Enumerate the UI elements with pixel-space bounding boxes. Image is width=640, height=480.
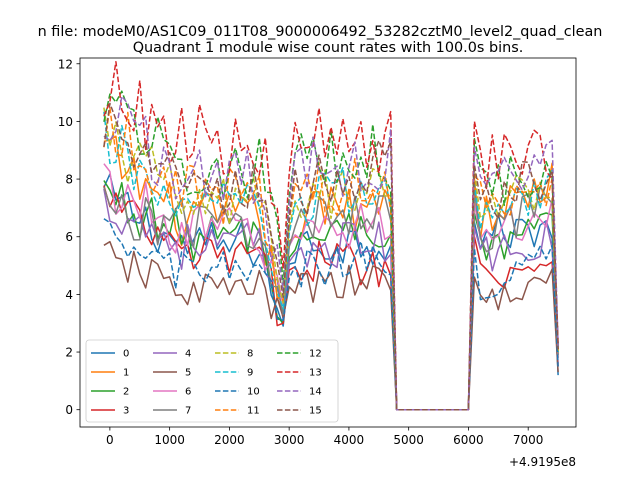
series-line-15 xyxy=(103,102,559,411)
series-line-6 xyxy=(103,163,559,411)
x-tick-label: 5000 xyxy=(393,433,424,447)
legend-label-14: 14 xyxy=(309,387,322,398)
legend-label-3: 3 xyxy=(123,406,129,417)
series-line-11 xyxy=(103,107,559,411)
y-tick-label: 4 xyxy=(65,288,73,302)
series-line-7 xyxy=(103,185,559,411)
figure-suptitle: n file: modeM0/AS1C09_011T08_9000006492_… xyxy=(38,24,603,40)
x-tick-label: 3000 xyxy=(274,433,305,447)
legend-label-11: 11 xyxy=(247,406,260,417)
legend-frame xyxy=(85,339,339,423)
series-line-1 xyxy=(103,135,559,411)
x-tick-label: 6000 xyxy=(453,433,484,447)
y-tick-label: 8 xyxy=(65,173,73,187)
series-line-5 xyxy=(103,240,559,411)
x-tick-label: 1000 xyxy=(154,433,185,447)
series-line-9 xyxy=(103,111,559,411)
x-tick-label: 2000 xyxy=(214,433,245,447)
y-axis: 0 2 4 6 8 10 12 xyxy=(58,57,80,417)
legend-label-15: 15 xyxy=(309,406,322,417)
y-tick-label: 0 xyxy=(65,403,73,417)
legend-label-10: 10 xyxy=(247,387,260,398)
legend-label-8: 8 xyxy=(247,349,253,360)
x-axis-offset-text: +4.9195e8 xyxy=(509,455,576,469)
legend-label-1: 1 xyxy=(123,368,129,379)
legend-label-0: 0 xyxy=(123,349,129,360)
x-tick-label: 0 xyxy=(106,433,114,447)
legend-label-7: 7 xyxy=(185,406,191,417)
legend-label-4: 4 xyxy=(185,349,191,360)
y-tick-label: 12 xyxy=(58,57,73,71)
legend-label-5: 5 xyxy=(185,368,191,379)
legend-label-9: 9 xyxy=(247,368,253,379)
legend-label-2: 2 xyxy=(123,387,129,398)
x-axis: 0 1000 2000 3000 4000 5000 6000 7000 xyxy=(106,427,543,447)
x-tick-label: 7000 xyxy=(513,433,544,447)
chart-title: Quadrant 1 module wise count rates with … xyxy=(133,40,524,56)
y-tick-label: 6 xyxy=(65,230,73,244)
series-line-14 xyxy=(103,95,559,411)
x-tick-label: 4000 xyxy=(334,433,365,447)
y-tick-label: 2 xyxy=(65,346,73,360)
legend-label-12: 12 xyxy=(309,349,322,360)
legend-label-6: 6 xyxy=(185,387,191,398)
series-line-10 xyxy=(103,218,559,411)
series-line-13 xyxy=(103,60,559,411)
series-line-8 xyxy=(103,107,559,411)
y-tick-label: 10 xyxy=(58,115,73,129)
series-layer xyxy=(103,60,559,411)
plot-area-frame xyxy=(79,57,577,428)
legend-label-13: 13 xyxy=(309,368,322,379)
